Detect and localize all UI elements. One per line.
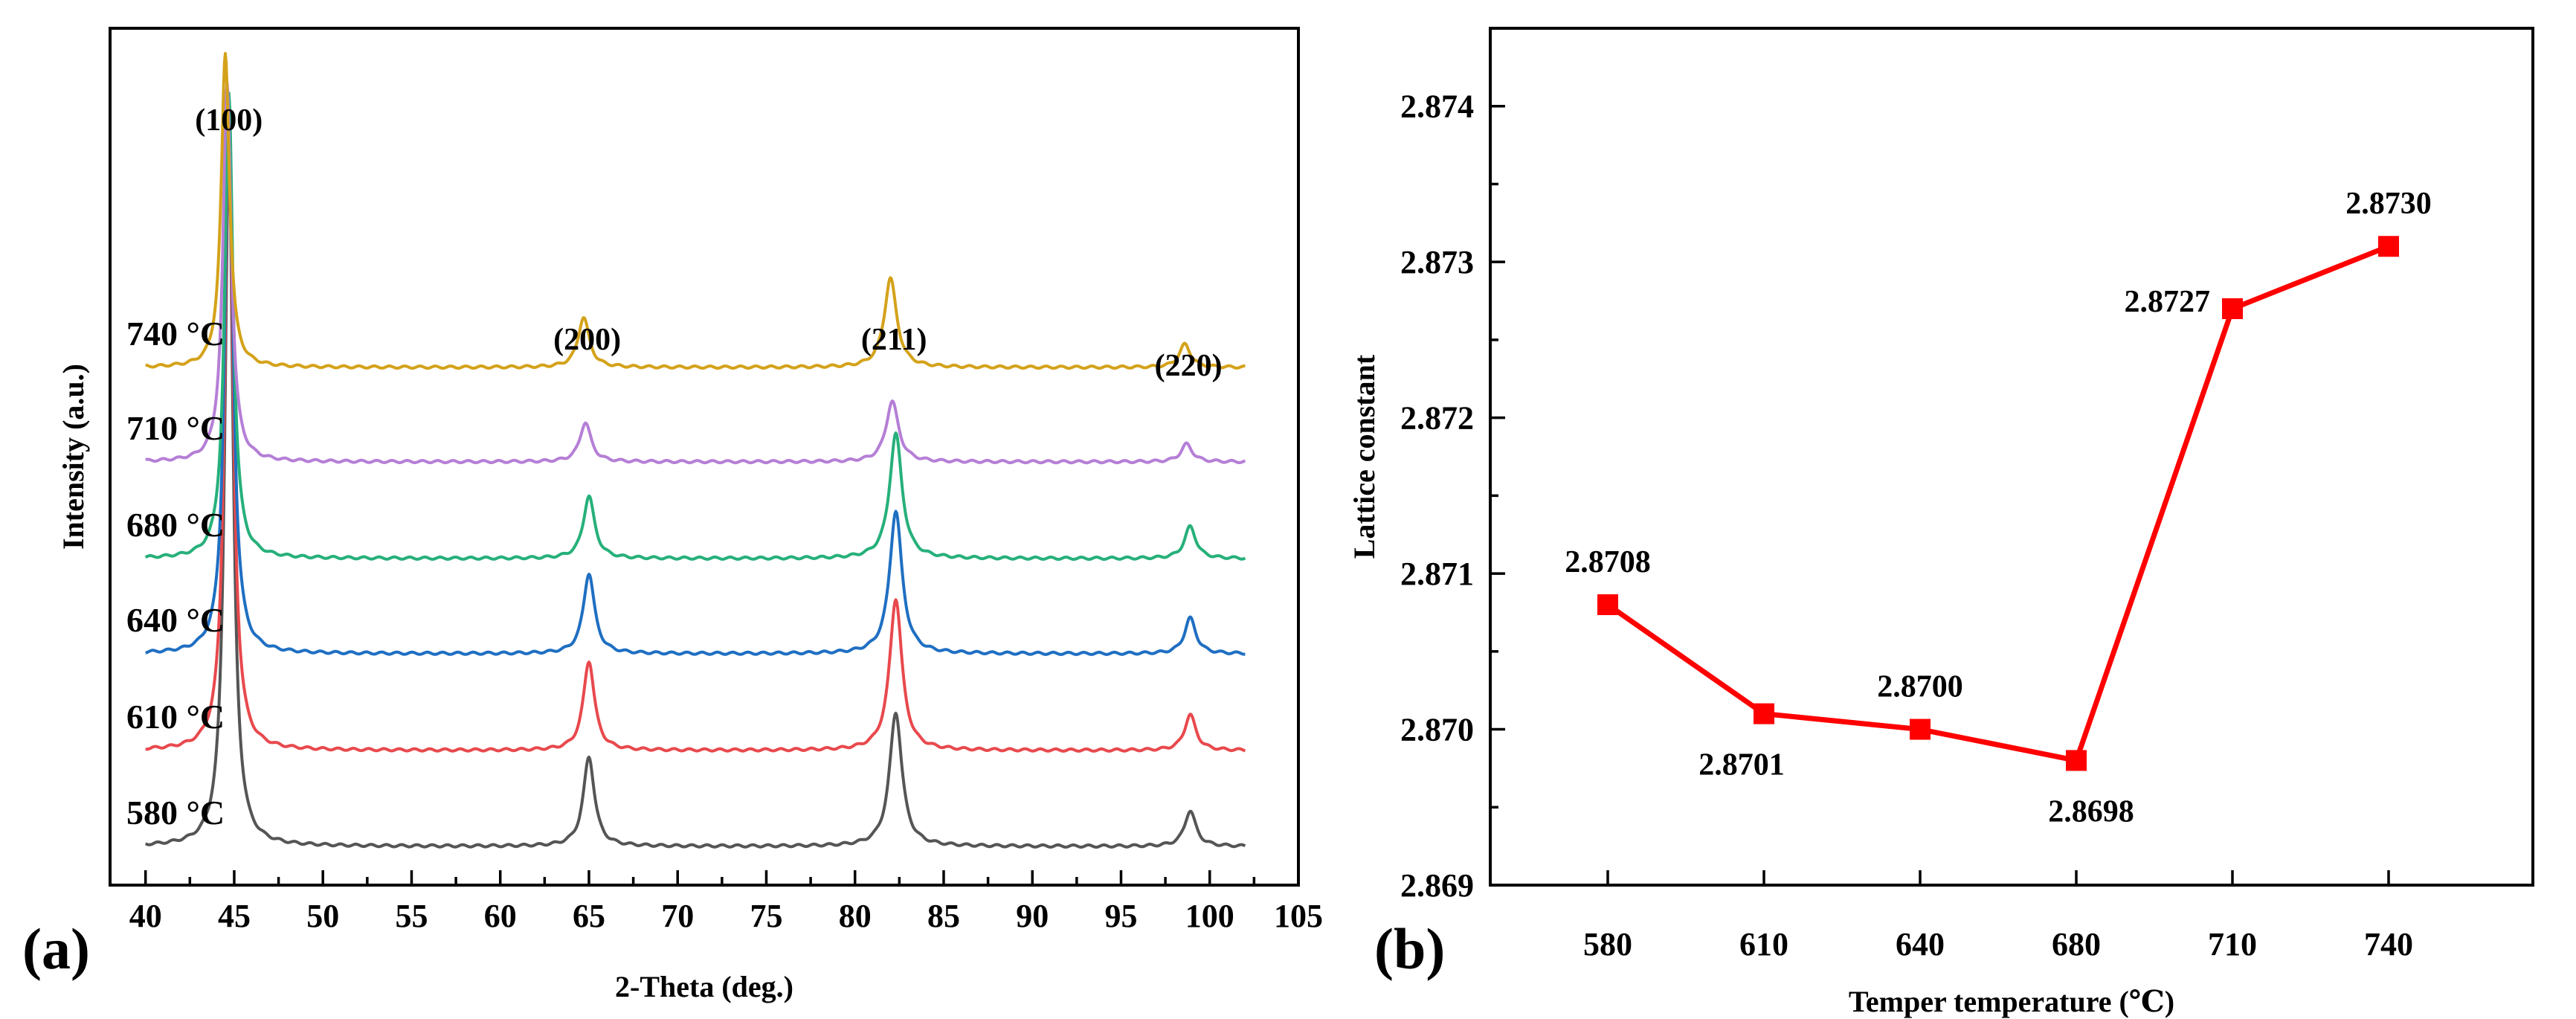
panel-b-x-tick-label: 740 <box>2364 926 2413 962</box>
panel-a-x-tick-label: 40 <box>129 898 162 934</box>
panel-b-marker <box>1754 703 1774 724</box>
panel-b-data-label: 2.8700 <box>1877 670 1963 704</box>
panel-b-marker <box>2222 298 2243 320</box>
panel-b-x-ticks: 580 610 640 680 710 740 <box>1583 870 2413 962</box>
panel-b-frame <box>1489 27 2534 887</box>
panel-b-lattice-chart: 2.869 2.870 2.871 2.872 2.873 2.874 580 610 640… <box>1347 27 2534 1018</box>
panel-a-x-tick-label: 75 <box>750 898 782 934</box>
panel-a-x-tick-label: 50 <box>306 898 339 934</box>
panel-b-series-line <box>1606 243 2390 764</box>
panel-a-x-axis-title: 2-Theta (deg.) <box>615 970 793 1003</box>
panel-a-x-tick-label: 100 <box>1185 898 1234 934</box>
series-label-710: 710 °C <box>126 409 225 447</box>
panel-a-peak-labels: (100) (200) (211) (220) <box>195 103 1222 383</box>
panel-b-y-tick-label: 2.869 <box>1400 867 1474 904</box>
peak-label: (200) <box>553 323 621 357</box>
panel-b-data-labels: 2.8708 2.8701 2.8700 2.8698 2.8727 2.8730 <box>1565 187 2432 829</box>
panel-b-marker <box>1910 719 1931 740</box>
peak-label: (220) <box>1155 349 1223 383</box>
panel-a-y-axis-title: Intensity (a.u.) <box>57 364 90 550</box>
panel-a-x-tick-label: 80 <box>839 898 872 934</box>
panel-b-data-label: 2.8698 <box>2048 794 2134 829</box>
series-label-610: 610 °C <box>126 698 225 736</box>
panel-b-data-label: 2.8708 <box>1565 545 1651 579</box>
panel-b-data-label: 2.8701 <box>1698 748 1785 782</box>
panel-b-label: (b) <box>1374 916 1445 981</box>
panel-a-x-tick-label: 60 <box>484 898 517 934</box>
series-label-580: 580 °C <box>126 794 225 832</box>
xrd-trace-710 <box>144 81 1246 465</box>
panel-b-y-tick-label: 2.872 <box>1400 400 1474 437</box>
peak-label: (100) <box>195 103 263 138</box>
panel-a-traces <box>144 51 1246 849</box>
panel-b-y-tick-label: 2.874 <box>1400 89 1474 125</box>
panel-a-label: (a) <box>22 916 90 981</box>
panel-b-y-tick-label: 2.871 <box>1400 556 1474 592</box>
series-label-680: 680 °C <box>126 506 225 544</box>
xrd-trace-610 <box>144 109 1246 753</box>
panel-b-x-axis-title: Temper temperature (℃) <box>1849 985 2174 1018</box>
panel-b-y-axis-title: Lattice constant <box>1347 354 1381 559</box>
panel-b-marker <box>1597 594 1618 615</box>
panel-b-x-tick-label: 640 <box>1896 926 1945 962</box>
panel-b-x-tick-label: 580 <box>1583 926 1632 962</box>
panel-b-data-label: 2.8727 <box>2125 285 2211 319</box>
panel-a-xrd-chart: 40 45 50 55 60 65 70 75 80 85 90 95 100 105 (100) (200… <box>22 27 1323 1003</box>
series-label-640: 640 °C <box>126 601 225 639</box>
panel-b-marker <box>2378 236 2399 257</box>
panel-a-x-tick-label: 105 <box>1274 898 1323 934</box>
panel-a-x-tick-label: 85 <box>927 898 960 934</box>
panel-b-data-label: 2.8730 <box>2345 187 2432 221</box>
panel-b-y-ticks: 2.869 2.870 2.871 2.872 2.873 2.874 <box>1400 89 1505 904</box>
peak-label: (211) <box>861 323 927 357</box>
xrd-trace-640 <box>144 94 1246 656</box>
panel-a-x-tick-label: 95 <box>1104 898 1137 934</box>
panel-a-x-tick-label: 65 <box>573 898 605 934</box>
panel-b-x-tick-label: 610 <box>1739 926 1788 962</box>
panel-b-marker <box>2066 750 2087 771</box>
panel-a-x-tick-label: 55 <box>395 898 428 934</box>
panel-a-frame <box>109 27 1300 887</box>
xrd-trace-580 <box>144 146 1246 849</box>
series-label-740: 740 °C <box>126 315 225 353</box>
panel-a-series-labels: 580 °C 610 °C 640 °C 680 °C 710 °C 740 °C <box>126 315 225 832</box>
xrd-trace-680 <box>144 91 1246 561</box>
panel-a-x-tick-label: 90 <box>1016 898 1049 934</box>
panel-b-y-tick-label: 2.870 <box>1400 712 1474 748</box>
panel-a-x-tick-label: 70 <box>661 898 694 934</box>
panel-a-x-tick-label: 45 <box>218 898 251 934</box>
xrd-trace-740 <box>144 51 1246 370</box>
panel-b-markers <box>1597 236 2399 771</box>
panel-b-x-tick-label: 680 <box>2052 926 2101 962</box>
panel-b-y-tick-label: 2.873 <box>1400 244 1474 280</box>
panel-b-x-tick-label: 710 <box>2208 926 2257 962</box>
panel-a-x-ticks: 40 45 50 55 60 65 70 75 80 85 90 95 100 105 <box>129 870 1323 934</box>
